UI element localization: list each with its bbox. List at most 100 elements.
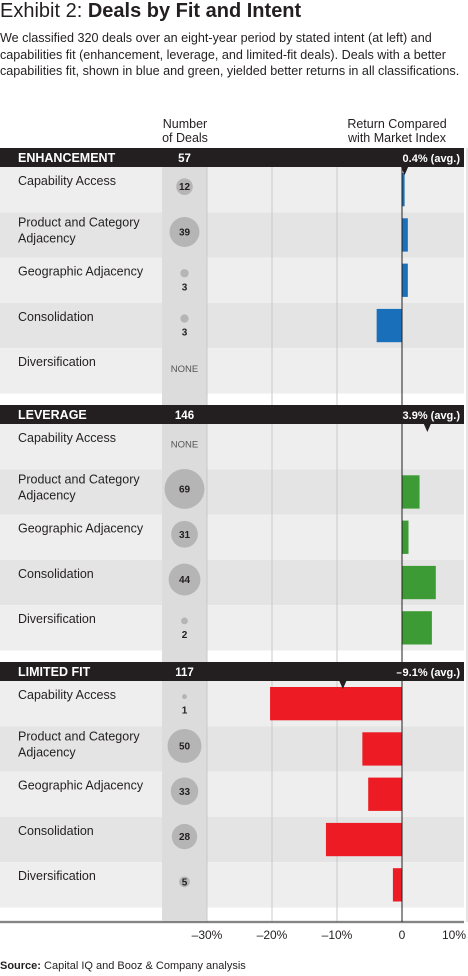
deal-count-bubble bbox=[171, 823, 198, 850]
x-tick-label: –20% bbox=[257, 928, 288, 942]
row-background bbox=[0, 514, 464, 560]
return-bar bbox=[368, 777, 402, 811]
deal-count-label: 44 bbox=[179, 575, 191, 586]
source-label: Source: bbox=[0, 960, 41, 972]
return-header-line1: Return Compared bbox=[347, 117, 447, 131]
deal-count-bubble bbox=[180, 314, 189, 323]
row-background bbox=[0, 424, 464, 470]
title-main: Deals by Fit and Intent bbox=[87, 0, 302, 22]
deal-count-label: 3 bbox=[182, 282, 188, 293]
deal-count-bubble bbox=[181, 617, 188, 625]
deal-count-bubble bbox=[176, 178, 193, 195]
row-background bbox=[0, 862, 464, 908]
deal-count-bubble bbox=[171, 520, 198, 548]
deal-count-none: NONE bbox=[171, 440, 198, 451]
row-label: Capability Access bbox=[18, 174, 116, 188]
row-background bbox=[0, 605, 464, 651]
average-marker bbox=[339, 681, 347, 689]
title-prefix: Exhibit 2: bbox=[0, 0, 88, 22]
return-bar bbox=[392, 868, 402, 902]
deal-count-bubble bbox=[167, 728, 202, 763]
deal-count-bubble bbox=[169, 216, 200, 247]
deal-count-bubble bbox=[168, 563, 201, 596]
deal-count-bubble bbox=[182, 694, 187, 700]
source-note: Source: Capital IQ and Booz & Company an… bbox=[0, 960, 246, 972]
group-average-label: 3.9% (avg.) bbox=[403, 410, 461, 422]
deal-count-label: 12 bbox=[179, 182, 191, 193]
return-bar bbox=[376, 308, 402, 343]
return-bar bbox=[402, 218, 408, 252]
deal-count-none: NONE bbox=[171, 364, 198, 375]
row-label-line2: Adjacency bbox=[18, 231, 76, 245]
x-tick-label: 0 bbox=[399, 928, 406, 942]
return-header: Return Compared with Market Index bbox=[330, 117, 464, 145]
row-background bbox=[0, 559, 464, 606]
row-label: Diversification bbox=[18, 612, 96, 626]
return-bar bbox=[270, 687, 402, 721]
deal-count-bubble bbox=[164, 469, 205, 509]
row-label: Geographic Adjacency bbox=[18, 522, 144, 536]
group-name: ENHANCEMENT bbox=[18, 151, 116, 165]
return-bar bbox=[362, 732, 402, 766]
row-label: Capability Access bbox=[18, 431, 116, 445]
row-label: Diversification bbox=[18, 869, 96, 883]
x-tick-label: 10% bbox=[442, 928, 466, 942]
average-marker bbox=[423, 424, 431, 432]
group-deal-count: 146 bbox=[175, 410, 194, 422]
row-background bbox=[0, 167, 464, 213]
deal-count-label: 3 bbox=[182, 328, 188, 339]
deal-count-bubble bbox=[170, 777, 199, 806]
group-deal-count: 57 bbox=[178, 153, 191, 165]
row-label-line1: Product and Category bbox=[18, 729, 140, 743]
deal-count-label: 1 bbox=[182, 706, 188, 717]
row-label: Geographic Adjacency bbox=[18, 779, 144, 793]
return-bar bbox=[402, 475, 420, 509]
row-label-line1: Product and Category bbox=[18, 472, 140, 486]
deal-count-bubble bbox=[180, 269, 189, 278]
deal-count-label: 39 bbox=[179, 227, 191, 238]
row-background bbox=[0, 348, 464, 394]
group-average-label: 0.4% (avg.) bbox=[403, 153, 461, 165]
chart-subtitle: We classified 320 deals over an eight-ye… bbox=[0, 31, 460, 78]
source-text: Capital IQ and Booz & Company analysis bbox=[40, 960, 246, 972]
group-name: LEVERAGE bbox=[18, 408, 87, 422]
row-background bbox=[0, 469, 464, 515]
x-tick-label: –10% bbox=[322, 928, 353, 942]
number-of-deals-header-line2: of Deals bbox=[162, 131, 208, 145]
deal-count-label: 50 bbox=[179, 741, 191, 752]
deal-count-bubble bbox=[179, 876, 190, 888]
number-of-deals-header: Number of Deals bbox=[148, 117, 222, 145]
deal-count-label: 33 bbox=[179, 787, 191, 798]
return-bar bbox=[402, 520, 409, 554]
return-bar bbox=[402, 565, 436, 600]
return-header-line2: with Market Index bbox=[348, 131, 446, 145]
return-bar bbox=[402, 611, 432, 645]
return-bar bbox=[325, 822, 402, 857]
row-label: Geographic Adjacency bbox=[18, 265, 144, 279]
row-label-line1: Product and Category bbox=[18, 215, 140, 229]
deal-count-label: 28 bbox=[179, 832, 191, 843]
row-label: Consolidation bbox=[18, 567, 94, 581]
row-label: Consolidation bbox=[18, 310, 94, 324]
deal-count-label: 5 bbox=[182, 877, 188, 888]
group-average-label: –9.1% (avg.) bbox=[396, 667, 460, 679]
group-name: LIMITED FIT bbox=[18, 665, 91, 679]
row-label: Consolidation bbox=[18, 824, 94, 838]
group-header-bar bbox=[0, 662, 464, 681]
deal-count-label: 31 bbox=[179, 530, 191, 541]
deal-count-label: 2 bbox=[182, 630, 188, 641]
group-header-bar bbox=[0, 405, 464, 424]
row-background bbox=[0, 257, 464, 303]
group-header-bar bbox=[0, 148, 464, 167]
chart-title: Exhibit 2: Deals by Fit and Intent bbox=[0, 0, 301, 22]
return-bar bbox=[402, 173, 405, 207]
x-tick-label: –30% bbox=[192, 928, 223, 942]
deal-count-label: 69 bbox=[179, 484, 191, 495]
row-background bbox=[0, 212, 464, 258]
number-of-deals-header-line1: Number bbox=[162, 117, 208, 131]
row-label-line2: Adjacency bbox=[18, 488, 76, 502]
row-label-line2: Adjacency bbox=[18, 745, 76, 759]
return-bar bbox=[402, 263, 408, 297]
row-label: Diversification bbox=[18, 355, 96, 369]
